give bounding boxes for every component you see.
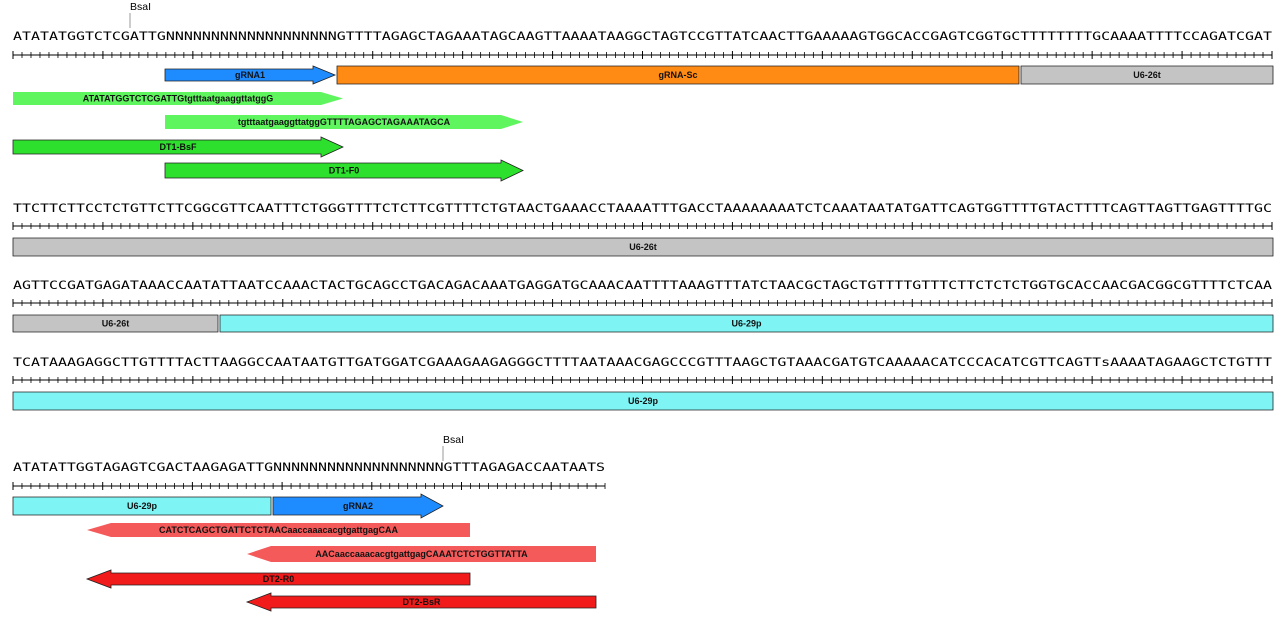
feature-shape <box>1020 65 1274 85</box>
feature-label: U6-26t <box>629 242 657 252</box>
feature-label: gRNA2 <box>343 501 373 511</box>
feature-dt2-bsr[interactable]: DT2-BsR <box>245 592 597 612</box>
feature-dt1-bsf[interactable]: DT1-BsF <box>12 136 344 158</box>
feature-dt1-f0[interactable]: DT1-F0 <box>164 159 524 182</box>
feature-label: U6-26t <box>1133 70 1161 80</box>
feature-grna2[interactable]: gRNA2 <box>272 493 444 519</box>
ruler-5 <box>12 482 606 490</box>
ruler-2 <box>12 222 1273 230</box>
feature-shape <box>12 314 219 333</box>
ruler-4 <box>12 376 1273 384</box>
feature-shape <box>12 496 272 516</box>
feature-label: tgtttaatgaaggttatggGTTTTAGAGCTAGAAATAGCA <box>238 117 451 127</box>
restriction-site-label: BsaI <box>130 1 151 13</box>
sequence-row-3[interactable]: AGTTCCGATGAGATAAACCAATATTAATCCAAACTACTGC… <box>13 278 1272 292</box>
feature-u6-26t[interactable]: U6-26t <box>12 314 219 333</box>
feature-shape <box>272 493 444 519</box>
feature-label: DT1-BsF <box>159 142 197 152</box>
feature-shape <box>87 523 470 537</box>
feature-dt2-r0[interactable]: DT2-R0 <box>85 569 471 589</box>
restriction-site-bsai-2[interactable]: BsaI <box>442 434 464 461</box>
feature-shape <box>13 92 343 105</box>
feature-label: DT1-F0 <box>329 166 360 176</box>
feature-shape <box>12 391 1274 411</box>
feature-primer-1-4[interactable]: ATATATGGTCTCGATTGtgtttaatgaaggttatggG <box>13 92 343 105</box>
feature-label: U6-29p <box>628 396 659 406</box>
feature-label: U6-26t <box>102 319 130 329</box>
feature-label: ATATATGGTCTCGATTGtgtttaatgaaggttatggG <box>83 94 273 104</box>
feature-shape <box>12 136 344 158</box>
feature-label: gRNA1 <box>235 70 265 80</box>
feature-u6-29p[interactable]: U6-29p <box>12 391 1274 411</box>
feature-shape <box>247 546 596 562</box>
feature-label: U6-29p <box>127 501 158 511</box>
feature-label: DT2-BsR <box>402 597 441 607</box>
sequence-row-1[interactable]: ATATATGGTCTCGATTGNNNNNNNNNNNNNNNNNNNGTTT… <box>13 29 1272 43</box>
feature-shape <box>164 65 337 85</box>
sequence-row-2[interactable]: TTCTTCTTCCTCTGTTCTTCGGCGTTCAATTTCTGGGTTT… <box>13 201 1272 215</box>
feature-primer-1-5[interactable]: tgtttaatgaaggttatggGTTTTAGAGCTAGAAATAGCA <box>165 115 523 129</box>
sequence-row-4[interactable]: TCATAAAGAGGCTTGTTTTACTTAAGGCCAATAATGTTGA… <box>13 355 1272 369</box>
feature-grna-sc[interactable]: gRNA-Sc <box>336 65 1020 85</box>
restriction-site-label: BsaI <box>443 434 464 446</box>
feature-primer-5-4[interactable]: AACaaccaaacacgtgattgagCAAATCTCTGGTTATTA <box>247 546 596 562</box>
sequence-row-5[interactable]: ATATATTGGTAGAGTCGACTAAGAGATTGNNNNNNNNNNN… <box>13 460 605 474</box>
restriction-site-bsai-1[interactable]: BsaI <box>129 1 151 28</box>
feature-shape <box>85 569 471 589</box>
feature-shape <box>336 65 1020 85</box>
feature-shape <box>219 314 1274 333</box>
feature-u6-29p[interactable]: U6-29p <box>219 314 1274 333</box>
feature-label: DT2-R0 <box>263 574 295 584</box>
feature-shape <box>164 159 524 182</box>
ruler-1 <box>12 51 1273 59</box>
feature-u6-29p[interactable]: U6-29p <box>12 496 272 516</box>
feature-primer-5-3[interactable]: CATCTCAGCTGATTCTCTAACaaccaaacacgtgattgag… <box>87 523 470 537</box>
feature-shape <box>165 115 523 129</box>
ruler-3 <box>12 299 1273 307</box>
feature-u6-26t[interactable]: U6-26t <box>12 237 1274 257</box>
feature-label: AACaaccaaacacgtgattgagCAAATCTCTGGTTATTA <box>315 549 528 559</box>
feature-u6-26t[interactable]: U6-26t <box>1020 65 1274 85</box>
feature-label: gRNA-Sc <box>658 70 697 80</box>
feature-label: CATCTCAGCTGATTCTCTAACaaccaaacacgtgattgag… <box>159 525 399 535</box>
feature-grna1[interactable]: gRNA1 <box>164 65 337 85</box>
feature-shape <box>12 237 1274 257</box>
feature-label: U6-29p <box>731 319 762 329</box>
feature-shape <box>245 592 597 612</box>
